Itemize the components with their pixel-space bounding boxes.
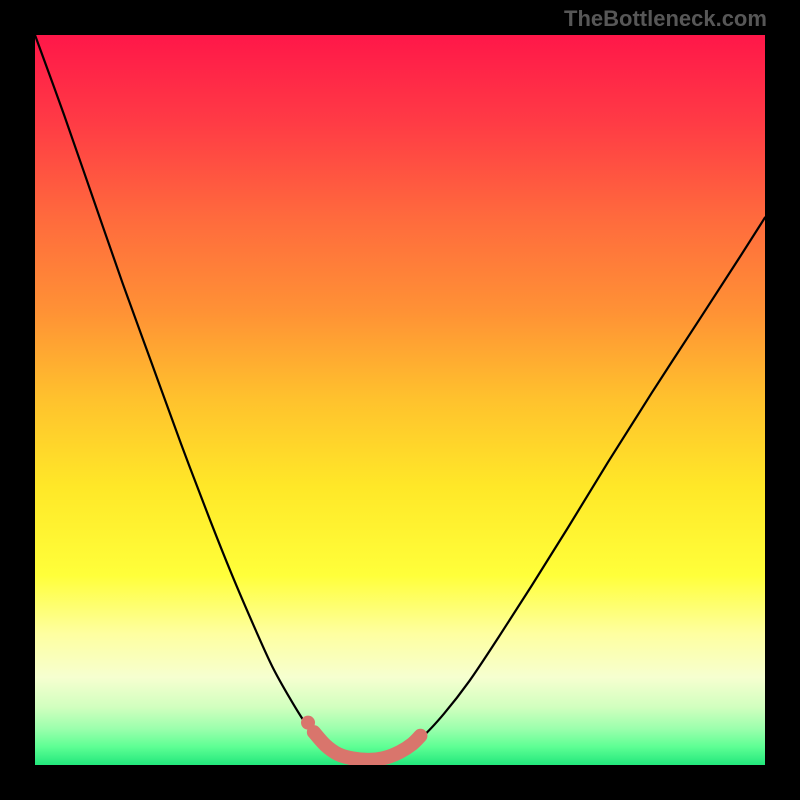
bottleneck-curve [35,35,765,760]
curve-overlay [35,35,765,765]
chart-stage: TheBottleneck.com [0,0,800,800]
plot-area [35,35,765,765]
watermark-text: TheBottleneck.com [564,6,767,32]
flat-marker-path [314,732,421,760]
